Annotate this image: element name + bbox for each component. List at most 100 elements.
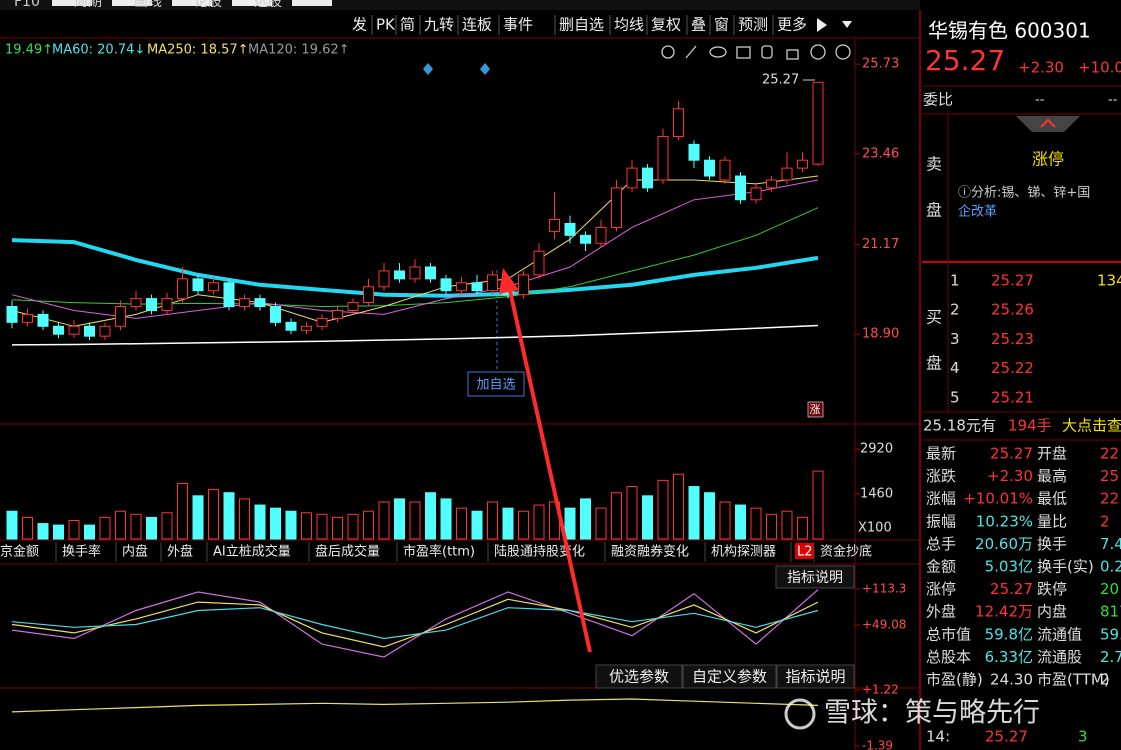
param-button[interactable] (776, 664, 855, 689)
indicator-tab[interactable]: 市盈率(ttm) (403, 544, 475, 560)
dropdown-icon[interactable] (842, 21, 852, 28)
y-tick-label: 25.73 (862, 57, 899, 72)
stat-value: 6.33亿 (985, 648, 1033, 666)
volume-bar (595, 507, 607, 540)
stat-label: 量比 (1037, 512, 1067, 530)
box-icon[interactable] (736, 46, 751, 59)
toolbar-button[interactable]: 连板 (462, 16, 492, 34)
indicator-tab[interactable]: 盘后成交量 (315, 544, 380, 560)
zoom-in-icon[interactable] (810, 44, 826, 60)
candle-body (750, 187, 762, 201)
ma-legend: MA120: 19.62↑ (248, 43, 350, 58)
y-tick-label: 2920 (860, 441, 893, 456)
stat-label: 跌停 (1037, 580, 1067, 598)
stat-label: 外盘 (926, 603, 956, 621)
indicator-tab[interactable]: 内盘 (122, 544, 148, 560)
menu-item[interactable]: F10 (14, 0, 40, 10)
y-tick-label: 23.46 (862, 146, 899, 161)
indicator-tab[interactable]: 陆股通持股变化 (494, 544, 585, 560)
eye-icon[interactable] (709, 46, 727, 58)
order-info[interactable]: 大点击查 (1062, 417, 1121, 435)
toolbar-button[interactable]: 均线 (614, 16, 644, 34)
indicator-tab[interactable]: L2 (797, 545, 813, 560)
stat-label: 内盘 (1037, 603, 1067, 621)
toolbar-button[interactable]: 简 (400, 16, 415, 34)
toolbar-button[interactable]: 删自选 (559, 16, 604, 34)
toolbar-button[interactable]: 发 (352, 16, 367, 34)
toolbar-button[interactable]: 更多 (777, 16, 807, 34)
draw-icon[interactable] (685, 45, 697, 59)
param-button[interactable] (682, 664, 777, 689)
menu-button[interactable] (292, 0, 332, 6)
volume-bar (440, 498, 452, 540)
candle-body (456, 282, 467, 292)
volume-bar (146, 516, 157, 540)
menu-item[interactable]: 周期 (74, 0, 102, 10)
add-watch-box[interactable] (467, 371, 525, 397)
indicator-line (11, 698, 819, 713)
indicator-tab[interactable]: 机构探测器 (711, 545, 776, 560)
candle-body (735, 175, 746, 201)
menu-item[interactable]: 画线 (134, 0, 162, 10)
param-button-label[interactable]: 指标说明 (785, 668, 845, 686)
indicator-tab[interactable]: 融资融券变化 (611, 544, 689, 560)
indicator-tab[interactable]: AI立桩成交量 (213, 544, 291, 560)
stat-value: 20 (1100, 580, 1119, 598)
candle-body (471, 282, 483, 292)
param-button-label[interactable]: 优选参数 (609, 668, 669, 686)
collapse-tab[interactable] (1016, 116, 1080, 132)
zoom-out-icon[interactable] (835, 44, 851, 60)
analysis-text[interactable]: 企改革 (958, 204, 997, 220)
event-marker[interactable] (423, 63, 433, 75)
candle-body (580, 234, 591, 244)
indicator-tab[interactable]: 资金抄底 (820, 544, 872, 560)
add-watch-label[interactable]: 加自选 (476, 378, 515, 393)
stat-label: 换手 (1037, 535, 1067, 553)
toolbar-button[interactable]: 窗 (714, 16, 729, 34)
y-tick-label: 21.17 (862, 237, 899, 252)
toolbar-button[interactable]: 预测 (738, 16, 768, 34)
weibi-value: -- (1035, 93, 1045, 108)
stat-label: 市盈(TTM) (1037, 671, 1110, 689)
volume-bar (766, 513, 777, 540)
hand-icon[interactable] (761, 45, 773, 59)
stat-label: 金额 (926, 558, 956, 576)
toolbar-button[interactable]: 叠 (691, 16, 706, 34)
volume-bar (378, 501, 390, 540)
menu-button[interactable] (52, 0, 92, 6)
event-marker[interactable] (480, 63, 490, 75)
price-change: +2.30 (1018, 59, 1064, 77)
candle-body (161, 298, 173, 311)
y-tick-label: +113.3 (862, 582, 906, 596)
volume-bar (223, 492, 235, 540)
indicator-help-button[interactable] (775, 565, 855, 589)
toolbar-button[interactable]: PK (376, 16, 396, 34)
lock-icon[interactable] (786, 49, 799, 60)
indicator-tab[interactable]: 换手率 (62, 544, 101, 560)
toolbar-button[interactable]: 复权 (651, 16, 681, 34)
indicator-tab[interactable]: 京金额 (0, 544, 39, 560)
param-button-label[interactable]: 自定义参数 (692, 668, 767, 686)
indicator-tab[interactable]: 外盘 (167, 544, 193, 560)
limit-icon-box (807, 401, 824, 418)
watermark-logo (784, 698, 816, 730)
menu-item[interactable]: 论股 (194, 0, 222, 10)
indicator-help[interactable]: 指标说明 (787, 570, 843, 586)
tick-price: 25.27 (985, 728, 1028, 746)
candle-body (208, 282, 219, 292)
volume-bar (580, 498, 591, 540)
toolbar-button[interactable]: 事件 (503, 16, 533, 34)
menu-button[interactable] (232, 0, 272, 6)
stat-value: 25.27 (990, 580, 1033, 598)
menu-button[interactable] (112, 0, 152, 6)
bid-level: 1 (950, 272, 960, 290)
param-button[interactable] (595, 664, 683, 689)
settings-icon[interactable] (661, 45, 675, 59)
menu-button[interactable] (172, 0, 212, 6)
candle-body (192, 278, 204, 292)
menu-item[interactable]: 选股 (254, 0, 282, 10)
stat-label: 总股本 (926, 648, 971, 666)
stat-value: 10.23% (976, 512, 1033, 530)
toolbar-button[interactable]: 九转 (424, 16, 454, 34)
expand-icon[interactable] (817, 18, 827, 32)
